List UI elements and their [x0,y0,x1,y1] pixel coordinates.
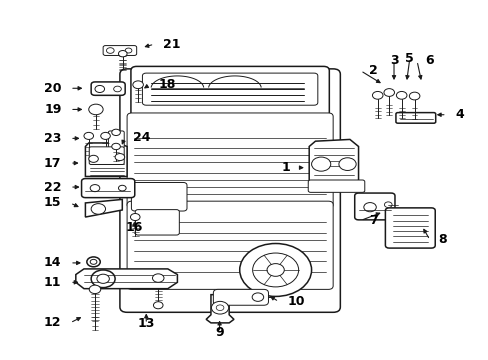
Polygon shape [85,199,122,217]
Text: 8: 8 [438,234,447,247]
FancyBboxPatch shape [127,201,332,289]
Circle shape [89,104,103,115]
FancyBboxPatch shape [89,147,124,165]
Text: 1: 1 [281,161,289,174]
Circle shape [113,86,121,92]
Text: 5: 5 [405,52,413,65]
Circle shape [89,155,98,162]
Text: 13: 13 [137,318,155,330]
Text: 16: 16 [125,221,142,234]
Circle shape [384,202,391,207]
FancyBboxPatch shape [142,73,317,105]
Circle shape [383,89,394,96]
Circle shape [363,203,376,212]
Circle shape [130,213,140,221]
Text: 17: 17 [44,157,61,170]
Text: 6: 6 [425,54,433,67]
Circle shape [87,257,100,267]
Text: 12: 12 [44,316,61,329]
Circle shape [89,285,101,294]
Text: 14: 14 [44,256,61,269]
Text: 3: 3 [389,54,398,67]
Circle shape [106,48,114,53]
Circle shape [153,302,163,309]
Circle shape [239,243,311,296]
Circle shape [101,132,110,139]
Circle shape [152,274,163,282]
FancyBboxPatch shape [108,131,124,148]
Polygon shape [76,269,177,289]
Circle shape [133,81,143,89]
Polygon shape [206,294,233,323]
Text: 22: 22 [44,181,61,194]
Circle shape [408,92,419,100]
Text: 2: 2 [368,64,377,77]
Circle shape [90,259,97,264]
Circle shape [118,50,127,57]
FancyBboxPatch shape [354,193,394,220]
Circle shape [252,253,298,287]
Circle shape [338,158,355,171]
Text: 18: 18 [158,78,175,91]
Circle shape [97,274,109,283]
Text: 15: 15 [44,197,61,210]
Circle shape [91,270,115,288]
Circle shape [84,132,93,139]
FancyBboxPatch shape [213,289,268,305]
FancyBboxPatch shape [395,113,435,123]
Circle shape [112,143,120,150]
Text: 23: 23 [44,132,61,145]
Text: 24: 24 [133,131,150,144]
Circle shape [372,91,382,99]
Circle shape [252,293,263,301]
FancyBboxPatch shape [127,113,332,208]
Text: 20: 20 [44,82,61,95]
Circle shape [216,305,224,311]
Circle shape [311,157,330,171]
Polygon shape [85,143,127,176]
FancyBboxPatch shape [385,208,434,248]
Text: 10: 10 [287,295,305,308]
Text: 11: 11 [44,276,61,289]
Circle shape [115,154,124,161]
Circle shape [95,85,104,93]
Text: 7: 7 [368,214,377,227]
Circle shape [90,185,100,192]
Text: 4: 4 [454,108,463,121]
Circle shape [266,264,284,276]
FancyBboxPatch shape [81,179,135,198]
FancyBboxPatch shape [131,66,328,121]
Circle shape [118,185,126,191]
Circle shape [396,91,406,99]
Polygon shape [308,139,358,189]
Text: 19: 19 [44,103,61,116]
Text: 9: 9 [215,326,224,339]
FancyBboxPatch shape [91,82,125,95]
Circle shape [90,105,102,114]
Circle shape [91,204,105,214]
Circle shape [211,301,228,314]
FancyBboxPatch shape [120,69,340,312]
FancyBboxPatch shape [131,183,186,211]
Text: 21: 21 [163,38,180,51]
Circle shape [125,48,132,53]
FancyBboxPatch shape [307,180,364,192]
Circle shape [112,129,120,136]
FancyBboxPatch shape [135,210,179,235]
FancyBboxPatch shape [103,46,136,55]
